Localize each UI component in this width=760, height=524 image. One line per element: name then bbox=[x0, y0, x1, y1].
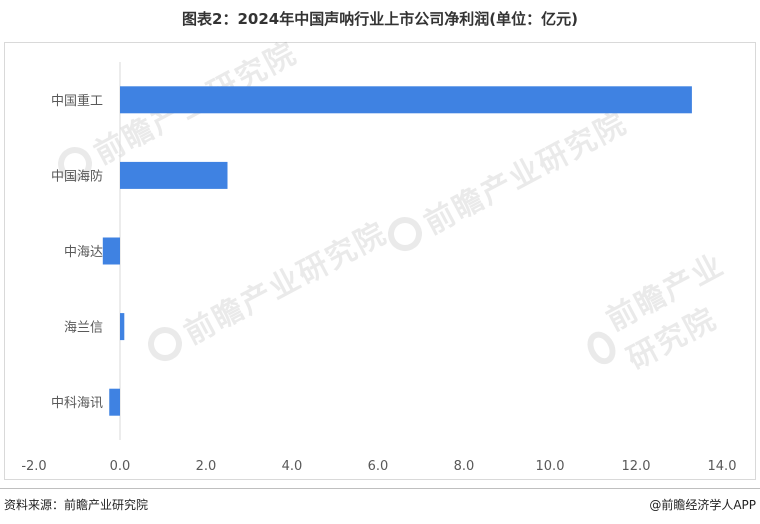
source-text: 资料来源：前瞻产业研究院 bbox=[4, 498, 149, 512]
bar-5 bbox=[109, 388, 120, 416]
x-tick-label: 2.0 bbox=[196, 459, 217, 474]
x-tick-label: 12.0 bbox=[622, 459, 651, 474]
x-tick-label: 8.0 bbox=[454, 459, 475, 474]
x-tick-label: -2.0 bbox=[21, 459, 46, 474]
category-label: 中科海讯 bbox=[51, 396, 103, 411]
bar-1 bbox=[120, 86, 692, 114]
x-tick-label: 0.0 bbox=[110, 459, 131, 474]
chart-title: 图表2：2024年中国声呐行业上市公司净利润(单位：亿元) bbox=[182, 10, 578, 28]
x-tick-label: 6.0 bbox=[368, 459, 389, 474]
x-tick-label: 14.0 bbox=[708, 459, 737, 474]
brand-text: @前瞻经济学人APP bbox=[649, 498, 756, 512]
category-label: 中国重工 bbox=[51, 93, 103, 109]
category-label: 海兰信 bbox=[64, 321, 103, 336]
category-label: 中海达 bbox=[64, 245, 103, 260]
chart-frame bbox=[4, 42, 756, 480]
category-label: 中国海防 bbox=[51, 168, 103, 184]
footer-divider bbox=[0, 488, 760, 489]
bar-2 bbox=[120, 161, 228, 189]
bar-3 bbox=[102, 237, 120, 265]
bar-4 bbox=[120, 313, 125, 341]
x-tick-label: 10.0 bbox=[536, 459, 565, 474]
x-tick-label: 4.0 bbox=[282, 459, 303, 474]
